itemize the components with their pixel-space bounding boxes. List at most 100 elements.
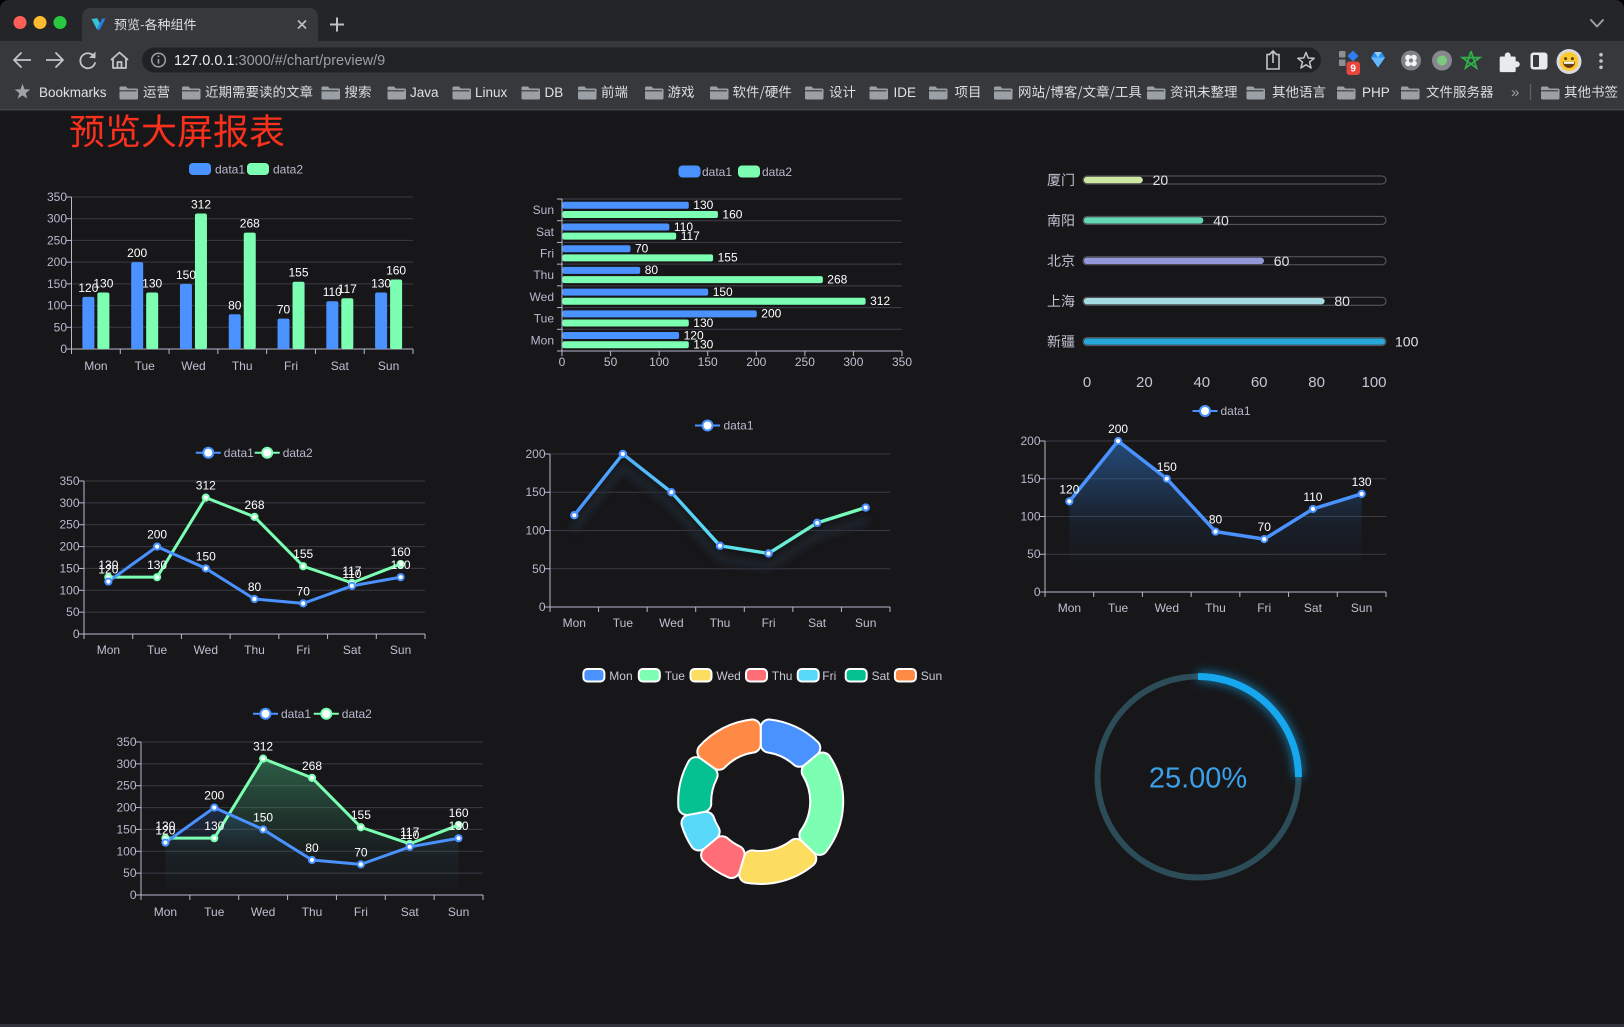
svg-text:0: 0 bbox=[539, 600, 546, 614]
svg-text:40: 40 bbox=[1213, 212, 1229, 228]
svg-text:120: 120 bbox=[78, 281, 98, 295]
svg-text:Thu: Thu bbox=[302, 905, 323, 919]
svg-text:Mon: Mon bbox=[154, 905, 177, 919]
svg-text:130: 130 bbox=[693, 198, 713, 212]
svg-text:Thu: Thu bbox=[244, 643, 265, 657]
svg-text:117: 117 bbox=[338, 282, 357, 296]
svg-text:130: 130 bbox=[1352, 475, 1372, 489]
svg-text:312: 312 bbox=[253, 740, 273, 754]
svg-text:Sun: Sun bbox=[390, 643, 411, 657]
svg-text:0: 0 bbox=[60, 342, 67, 356]
svg-text:100: 100 bbox=[1395, 334, 1419, 350]
svg-text:200: 200 bbox=[47, 255, 67, 269]
svg-text:200: 200 bbox=[1020, 434, 1040, 448]
svg-text:70: 70 bbox=[277, 303, 291, 317]
svg-text:120: 120 bbox=[1059, 482, 1079, 496]
svg-text:130: 130 bbox=[449, 819, 469, 833]
svg-text:Thu: Thu bbox=[533, 268, 554, 282]
svg-text:data1: data1 bbox=[224, 446, 254, 460]
svg-text:312: 312 bbox=[191, 198, 211, 212]
svg-text:Sat: Sat bbox=[808, 616, 827, 630]
svg-text:155: 155 bbox=[293, 547, 313, 561]
svg-text:160: 160 bbox=[722, 207, 742, 221]
svg-text:data2: data2 bbox=[283, 446, 313, 460]
svg-text:130: 130 bbox=[693, 316, 713, 330]
svg-text:Thu: Thu bbox=[1205, 601, 1226, 615]
svg-text:Sun: Sun bbox=[921, 669, 942, 683]
svg-text:80: 80 bbox=[228, 298, 242, 312]
svg-text:150: 150 bbox=[59, 561, 79, 575]
svg-text:Fri: Fri bbox=[822, 669, 836, 683]
svg-text:20: 20 bbox=[1136, 374, 1153, 391]
svg-text:350: 350 bbox=[59, 474, 79, 488]
svg-text:Sun: Sun bbox=[533, 203, 554, 217]
svg-text:25.00%: 25.00% bbox=[1149, 763, 1247, 795]
svg-text:Wed: Wed bbox=[194, 643, 218, 657]
svg-text:Sat: Sat bbox=[401, 905, 420, 919]
svg-text:Sun: Sun bbox=[1351, 601, 1372, 615]
svg-text:160: 160 bbox=[391, 545, 411, 559]
svg-text:50: 50 bbox=[123, 866, 137, 880]
svg-text:0: 0 bbox=[1083, 374, 1091, 391]
svg-text:130: 130 bbox=[142, 277, 162, 291]
svg-text:70: 70 bbox=[635, 242, 649, 256]
svg-text:268: 268 bbox=[302, 759, 322, 773]
svg-text:80: 80 bbox=[1209, 513, 1223, 527]
svg-text:100: 100 bbox=[1020, 510, 1040, 524]
svg-text:312: 312 bbox=[196, 479, 216, 493]
svg-text:Java: Java bbox=[410, 85, 439, 100]
svg-text:20: 20 bbox=[1153, 172, 1169, 188]
svg-text:data1: data1 bbox=[215, 163, 245, 177]
svg-text:Wed: Wed bbox=[1155, 601, 1179, 615]
svg-text:350: 350 bbox=[47, 190, 67, 204]
svg-text:Mon: Mon bbox=[563, 616, 586, 630]
svg-text:200: 200 bbox=[127, 246, 147, 260]
svg-text:data1: data1 bbox=[702, 165, 732, 179]
svg-text:80: 80 bbox=[305, 841, 319, 855]
svg-text:50: 50 bbox=[532, 562, 546, 576]
svg-text:130: 130 bbox=[204, 819, 224, 833]
svg-text:117: 117 bbox=[681, 229, 700, 243]
svg-text:130: 130 bbox=[98, 558, 118, 572]
svg-text:110: 110 bbox=[400, 828, 419, 842]
svg-text:Wed: Wed bbox=[716, 669, 740, 683]
svg-text:150: 150 bbox=[1157, 460, 1177, 474]
svg-text:Mon: Mon bbox=[609, 669, 632, 683]
svg-text:150: 150 bbox=[698, 355, 718, 369]
svg-text:200: 200 bbox=[116, 801, 136, 815]
svg-text:Sat: Sat bbox=[872, 669, 891, 683]
svg-text:80: 80 bbox=[645, 263, 659, 277]
svg-text:160: 160 bbox=[449, 806, 469, 820]
svg-text:DB: DB bbox=[545, 85, 564, 100]
svg-text:150: 150 bbox=[116, 822, 136, 836]
svg-text:»: » bbox=[1511, 84, 1519, 101]
svg-text:data2: data2 bbox=[273, 163, 303, 177]
svg-text:200: 200 bbox=[204, 789, 224, 803]
svg-text:Thu: Thu bbox=[772, 669, 793, 683]
svg-text:110: 110 bbox=[674, 220, 693, 234]
svg-text:120: 120 bbox=[684, 328, 704, 342]
svg-text:Mon: Mon bbox=[84, 359, 107, 373]
svg-text:300: 300 bbox=[59, 496, 79, 510]
svg-text:Sat: Sat bbox=[331, 359, 350, 373]
svg-text:50: 50 bbox=[1027, 547, 1041, 561]
svg-text:Tue: Tue bbox=[1108, 601, 1129, 615]
svg-text:Sun: Sun bbox=[855, 616, 876, 630]
svg-text:150: 150 bbox=[253, 810, 273, 824]
svg-text:155: 155 bbox=[288, 266, 308, 280]
svg-text:300: 300 bbox=[116, 757, 136, 771]
svg-text:70: 70 bbox=[1258, 520, 1272, 534]
svg-text:120: 120 bbox=[98, 563, 118, 577]
svg-text:Fri: Fri bbox=[540, 247, 554, 261]
svg-text:300: 300 bbox=[843, 355, 863, 369]
svg-text:data1: data1 bbox=[1221, 404, 1251, 418]
svg-text:Fri: Fri bbox=[284, 359, 298, 373]
svg-text:80: 80 bbox=[1334, 293, 1350, 309]
svg-text:110: 110 bbox=[1303, 490, 1322, 504]
svg-text:data2: data2 bbox=[342, 707, 372, 721]
svg-text:Tue: Tue bbox=[147, 643, 168, 657]
svg-text:155: 155 bbox=[351, 808, 371, 822]
svg-text:50: 50 bbox=[66, 605, 80, 619]
svg-text:150: 150 bbox=[713, 285, 733, 299]
svg-text:Linux: Linux bbox=[475, 85, 508, 100]
